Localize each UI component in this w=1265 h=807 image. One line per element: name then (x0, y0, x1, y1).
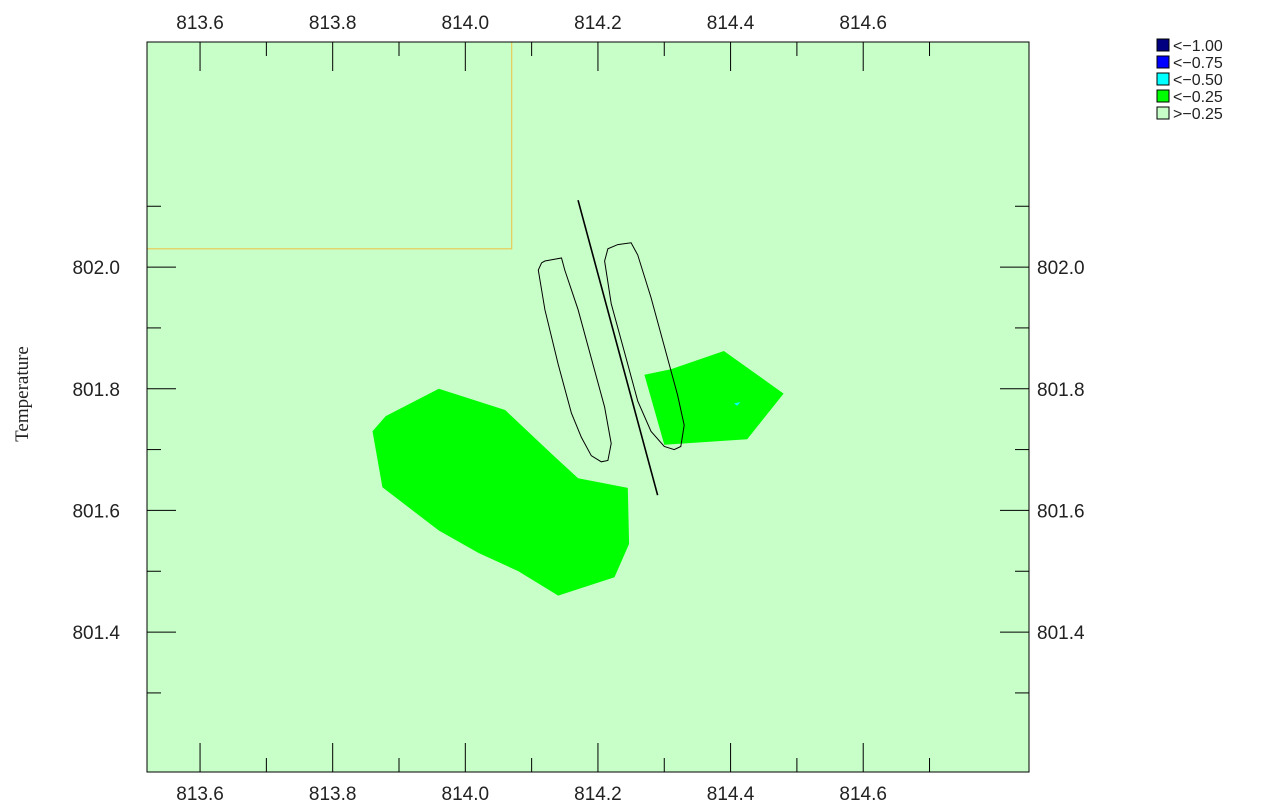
legend-label-1: <−0.75 (1173, 55, 1223, 72)
legend-swatch-4 (1156, 106, 1170, 120)
legend-swatch-0 (1156, 38, 1170, 52)
x-tick-label-bottom: 813.8 (309, 784, 357, 805)
y-tick-label-right: 801.6 (1037, 501, 1085, 522)
shape-outline-0 (537, 257, 612, 463)
legend-label-0: <−1.00 (1173, 38, 1223, 55)
x-tick-label-bottom: 814.2 (574, 784, 622, 805)
y-tick-label-right: 802.0 (1037, 258, 1085, 279)
x-tick-label-top: 814.4 (707, 13, 755, 34)
x-tick-label-bottom: 814.4 (707, 784, 755, 805)
x-tick-label-top: 814.2 (574, 13, 622, 34)
x-tick-label-bottom: 814.6 (839, 784, 887, 805)
y-axis-label: Temperature (12, 346, 33, 442)
y-tick-label-left: 801.8 (72, 380, 120, 401)
axes: 813.6 813.6 813.8 813.8 814.0 814.0 814.2 814.2… (12, 13, 1085, 805)
outline-rectangle (147, 42, 513, 250)
contour-region-0 (372, 388, 630, 596)
diagonal-line (577, 199, 659, 496)
x-tick-label-bottom: 813.6 (176, 784, 224, 805)
background-region (147, 42, 1029, 772)
shape-outline-1 (604, 242, 685, 451)
legend-swatch-1 (1156, 55, 1170, 69)
y-tick-label-left: 802.0 (72, 258, 120, 279)
x-tick-label-bottom: 814.0 (442, 784, 490, 805)
y-tick-label-left: 801.6 (72, 501, 120, 522)
y-tick-label-right: 801.8 (1037, 380, 1085, 401)
legend-label-2: <−0.50 (1173, 72, 1223, 89)
x-tick-label-top: 813.6 (176, 13, 224, 34)
x-tick-label-top: 813.8 (309, 13, 357, 34)
contour-region-2 (733, 402, 741, 406)
y-tick-label-right: 801.4 (1037, 623, 1085, 644)
plot-frame (146, 41, 1030, 773)
legend-label-4: >−0.25 (1173, 106, 1223, 123)
x-tick-label-top: 814.0 (442, 13, 490, 34)
contour-region-1 (644, 351, 784, 445)
x-tick-label-top: 814.6 (839, 13, 887, 34)
legend-swatch-3 (1156, 89, 1170, 103)
plot-area (147, 42, 1029, 772)
legend: <−1.00<−0.75<−0.50<−0.25>−0.25 (1156, 38, 1223, 123)
y-tick-label-left: 801.4 (72, 623, 120, 644)
legend-swatch-2 (1156, 72, 1170, 86)
legend-label-3: <−0.25 (1173, 89, 1223, 106)
